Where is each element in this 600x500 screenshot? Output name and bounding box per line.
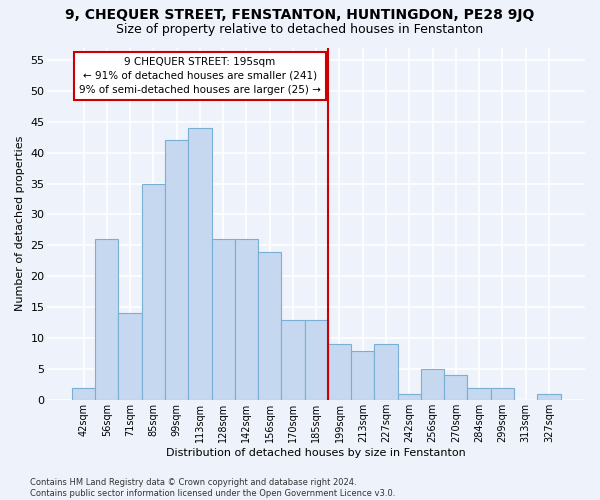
- Text: Size of property relative to detached houses in Fenstanton: Size of property relative to detached ho…: [116, 22, 484, 36]
- Bar: [421, 369, 444, 400]
- Bar: [72, 388, 95, 400]
- Bar: [491, 388, 514, 400]
- Bar: [95, 239, 118, 400]
- Bar: [281, 320, 305, 400]
- Bar: [235, 239, 258, 400]
- Bar: [305, 320, 328, 400]
- Bar: [467, 388, 491, 400]
- Text: 9, CHEQUER STREET, FENSTANTON, HUNTINGDON, PE28 9JQ: 9, CHEQUER STREET, FENSTANTON, HUNTINGDO…: [65, 8, 535, 22]
- Bar: [142, 184, 165, 400]
- Bar: [444, 376, 467, 400]
- Text: Contains HM Land Registry data © Crown copyright and database right 2024.
Contai: Contains HM Land Registry data © Crown c…: [30, 478, 395, 498]
- Bar: [258, 252, 281, 400]
- X-axis label: Distribution of detached houses by size in Fenstanton: Distribution of detached houses by size …: [166, 448, 466, 458]
- Bar: [118, 314, 142, 400]
- Bar: [398, 394, 421, 400]
- Bar: [351, 350, 374, 400]
- Bar: [188, 128, 212, 400]
- Bar: [212, 239, 235, 400]
- Text: 9 CHEQUER STREET: 195sqm
← 91% of detached houses are smaller (241)
9% of semi-d: 9 CHEQUER STREET: 195sqm ← 91% of detach…: [79, 57, 321, 95]
- Bar: [374, 344, 398, 400]
- Bar: [328, 344, 351, 400]
- Bar: [537, 394, 560, 400]
- Y-axis label: Number of detached properties: Number of detached properties: [15, 136, 25, 312]
- Bar: [165, 140, 188, 400]
